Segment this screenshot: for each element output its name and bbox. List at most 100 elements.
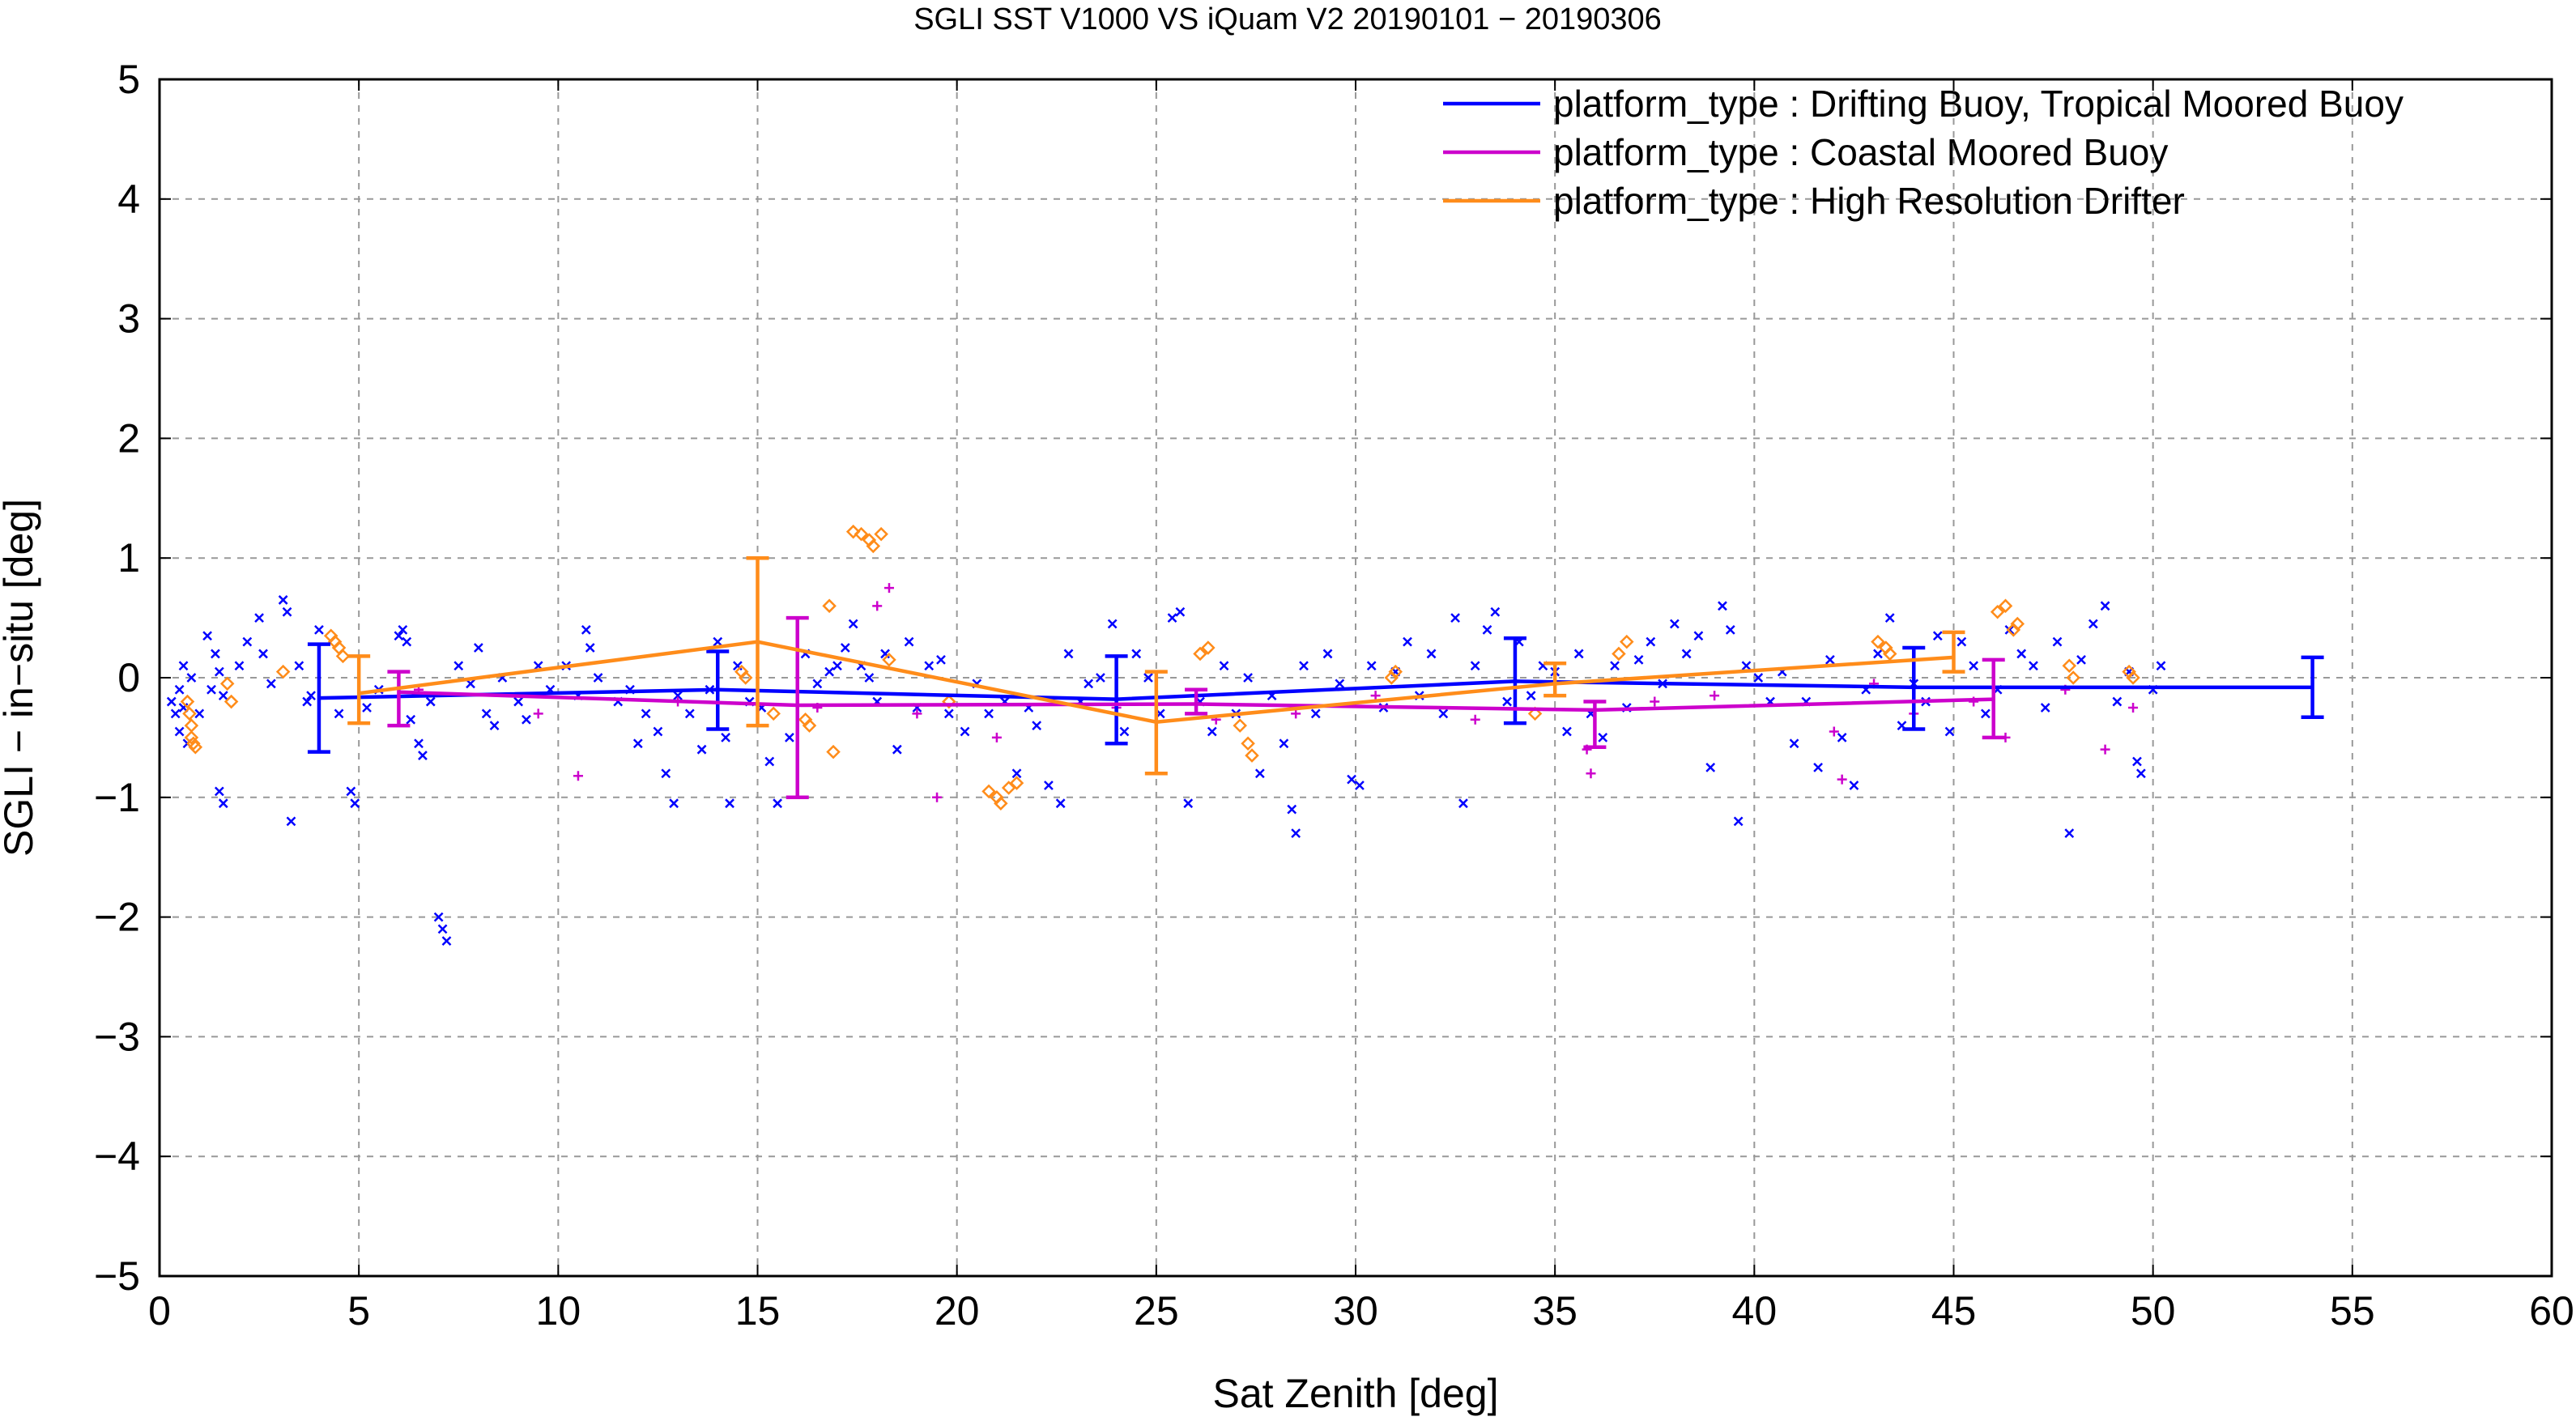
x-axis-label: Sat Zenith [deg] (1212, 1371, 1498, 1416)
data-point (725, 798, 734, 809)
error-bar (387, 670, 411, 728)
y-tick-label: −2 (94, 895, 140, 940)
y-tick-label: −1 (94, 775, 140, 820)
data-point (1096, 673, 1105, 683)
data-point (673, 691, 683, 701)
data-point (1586, 768, 1596, 779)
data-point (218, 798, 228, 809)
data-point (306, 691, 316, 701)
data-point (1322, 649, 1333, 659)
x-tick-label: 10 (536, 1288, 581, 1334)
data-point (2064, 828, 2075, 839)
data-point (278, 595, 288, 605)
series-0-mean-line (318, 679, 2313, 701)
data-point (822, 598, 837, 614)
x-tick-label: 30 (1333, 1288, 1378, 1334)
series-layer (166, 524, 2324, 947)
data-point (1944, 726, 1955, 737)
data-point (254, 613, 264, 623)
chart-title: SGLI SST V1000 VS iQuam V2 20190101 − 20… (913, 2, 1662, 36)
y-tick-label: 2 (117, 415, 140, 461)
data-point (1107, 619, 1118, 629)
data-point (302, 696, 313, 707)
data-point (211, 649, 220, 659)
data-point (1175, 606, 1186, 617)
data-point (1998, 598, 2013, 614)
data-point (2029, 661, 2038, 671)
data-point (826, 744, 841, 759)
data-point (1669, 619, 1680, 629)
data-point (641, 708, 651, 719)
data-point (2076, 654, 2086, 665)
data-point (2100, 744, 2110, 755)
data-point (1969, 661, 1979, 671)
data-point (845, 524, 861, 539)
data-point (1403, 636, 1412, 647)
data-point (1753, 673, 1764, 683)
data-point (924, 661, 935, 671)
data-point (573, 771, 583, 781)
data-point (1482, 624, 1492, 635)
data-point (184, 718, 199, 733)
data-point (1370, 691, 1381, 701)
error-bar (1543, 662, 1567, 698)
data-point (1884, 613, 1895, 623)
data-point (1233, 718, 1247, 733)
data-point (2156, 661, 2166, 671)
data-point (1335, 679, 1345, 689)
data-point (1183, 798, 1194, 809)
data-point (362, 703, 372, 713)
y-tick-label: 4 (117, 177, 140, 222)
data-point (406, 714, 416, 725)
series-2-points (180, 524, 2140, 810)
data-point (1837, 774, 1847, 785)
data-point (2112, 696, 2123, 707)
error-bar (1185, 687, 1208, 716)
y-tick-label: −5 (94, 1253, 140, 1299)
data-point (1438, 708, 1449, 719)
data-point (286, 816, 296, 827)
data-point (489, 721, 500, 731)
data-point (1143, 673, 1153, 683)
data-point (1470, 661, 1480, 671)
error-bar (1144, 670, 1168, 776)
data-point (186, 736, 201, 751)
data-point (864, 673, 875, 683)
data-point (1824, 654, 1835, 665)
data-point (994, 796, 1008, 810)
data-point (2088, 619, 2098, 629)
data-point (346, 786, 356, 797)
data-point (1279, 738, 1289, 749)
data-point (1009, 776, 1024, 790)
data-point (418, 751, 428, 760)
data-point (2052, 636, 2063, 647)
data-point (2066, 670, 2080, 685)
data-point (669, 798, 679, 809)
data-point (1084, 679, 1094, 689)
data-point (194, 708, 205, 719)
data-point (1633, 654, 1644, 665)
data-point (960, 726, 970, 737)
y-tick-label: 3 (117, 296, 140, 342)
data-point (1131, 649, 1142, 659)
data-point (437, 924, 448, 934)
data-point (188, 739, 203, 755)
data-point (2004, 624, 2015, 635)
data-point (653, 726, 663, 737)
data-point (1612, 646, 1626, 662)
data-point (1055, 798, 1066, 809)
data-point (1882, 646, 1897, 662)
data-point (242, 636, 253, 647)
data-point (1527, 706, 1543, 721)
data-point (202, 631, 212, 641)
data-point (258, 649, 268, 659)
data-point (433, 912, 444, 922)
error-bar (1942, 630, 1965, 674)
data-point (713, 636, 723, 647)
data-point (932, 792, 943, 802)
data-point (1355, 781, 1365, 790)
y-axis-label: SGLI − in−situ [deg] (0, 499, 41, 857)
data-point (1610, 661, 1620, 671)
error-bar (347, 654, 371, 725)
